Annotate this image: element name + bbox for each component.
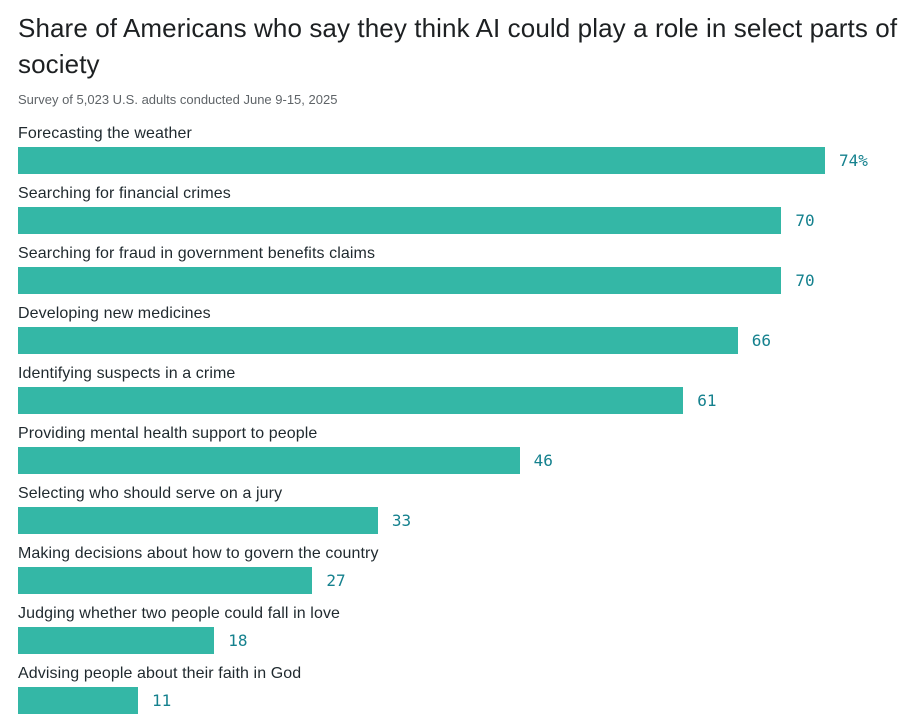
bar-row: Forecasting the weather 74% — [18, 124, 902, 174]
bar-row: Judging whether two people could fall in… — [18, 604, 902, 654]
bar — [18, 627, 215, 654]
bar — [18, 447, 520, 474]
bar — [18, 147, 825, 174]
bar-value-label: 70 — [795, 211, 815, 230]
bar-track: 11 — [18, 687, 902, 714]
bar — [18, 327, 738, 354]
bar-row: Selecting who should serve on a jury 33 — [18, 484, 902, 534]
bar-row: Identifying suspects in a crime 61 — [18, 364, 902, 414]
bar-track: 18 — [18, 627, 902, 654]
bar — [18, 267, 782, 294]
bar-category-label: Advising people about their faith in God — [18, 665, 302, 682]
bar-category-label: Judging whether two people could fall in… — [18, 605, 341, 622]
bar-value-label: 46 — [533, 451, 553, 470]
bar-track: 66 — [18, 327, 902, 354]
bar-track: 74% — [18, 147, 902, 174]
bar-track: 61 — [18, 387, 902, 414]
bar-row: Advising people about their faith in God… — [18, 664, 902, 714]
bar-row: Making decisions about how to govern the… — [18, 544, 902, 594]
bar-category-label: Identifying suspects in a crime — [18, 365, 236, 382]
bar-track: 33 — [18, 507, 902, 534]
bar-value-label: 33 — [391, 511, 412, 530]
bar-row: Searching for fraud in government benefi… — [18, 244, 902, 294]
bar-category-label: Forecasting the weather — [18, 125, 192, 142]
bar-category-label: Searching for financial crimes — [18, 185, 231, 202]
bar-category-label: Searching for fraud in government benefi… — [18, 245, 376, 262]
chart-title: Share of Americans who say they think AI… — [18, 13, 898, 79]
bar-value-label: 18 — [228, 631, 248, 650]
bar — [18, 207, 782, 234]
bar-category-label: Providing mental health support to peopl… — [18, 425, 318, 442]
bar-value-label: 66 — [751, 331, 772, 350]
bar-row: Providing mental health support to peopl… — [18, 424, 902, 474]
bar — [18, 387, 684, 414]
bar-row: Searching for financial crimes 70 — [18, 184, 902, 234]
chart-subtitle: Survey of 5,023 U.S. adults conducted Ju… — [18, 92, 338, 107]
bar — [18, 687, 138, 714]
bar-chart: Forecasting the weather 74% Searching for … — [18, 124, 902, 714]
bar-value-label: 70 — [795, 271, 815, 290]
bar-row: Developing new medicines 66 — [18, 304, 902, 354]
bar-track: 70 — [18, 267, 902, 294]
bar — [18, 507, 378, 534]
bar — [18, 567, 313, 594]
bar-category-label: Developing new medicines — [18, 305, 211, 322]
bar-category-label: Selecting who should serve on a jury — [18, 485, 283, 502]
bar-track: 70 — [18, 207, 902, 234]
bar-value-label: 27 — [326, 571, 346, 590]
bar-track: 27 — [18, 567, 902, 594]
bar-value-label: 11 — [152, 691, 172, 710]
bar-value-label: 74% — [839, 151, 868, 170]
bar-value-label: 61 — [697, 391, 717, 410]
bar-track: 46 — [18, 447, 902, 474]
bar-category-label: Making decisions about how to govern the… — [18, 545, 379, 562]
